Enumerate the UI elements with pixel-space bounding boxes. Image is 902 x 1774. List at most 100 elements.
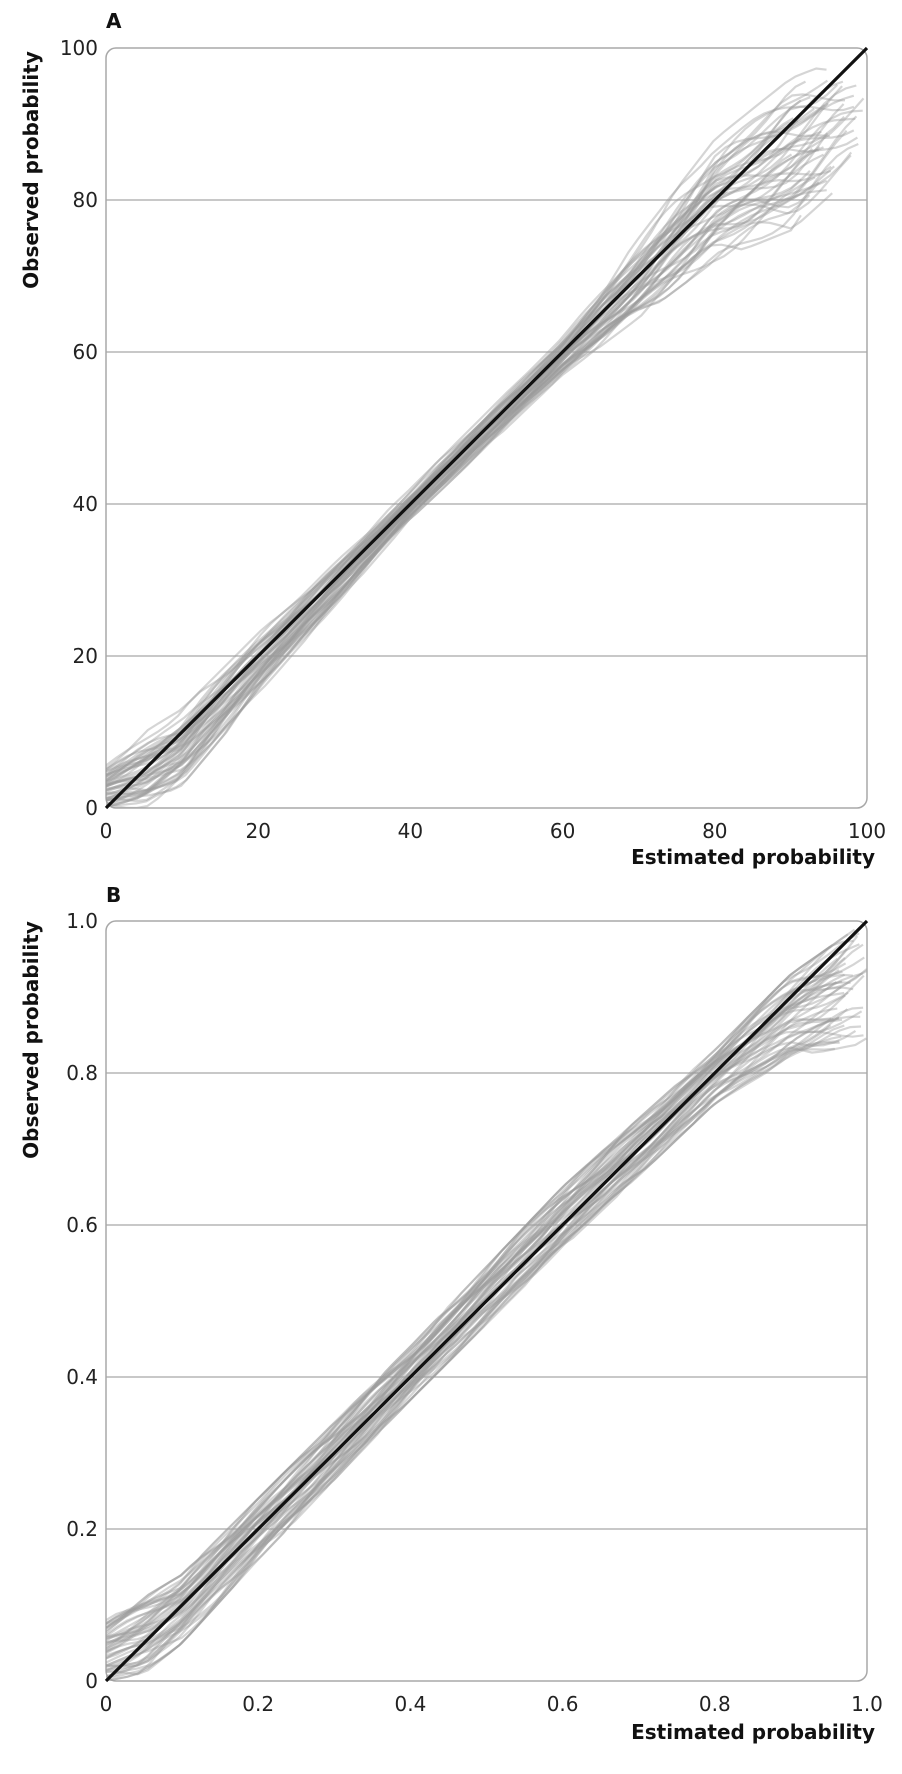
calibration-curve — [106, 962, 847, 1641]
y-tick-label: 0.8 — [66, 1061, 98, 1085]
calibration-curve — [106, 115, 858, 793]
calibration-curve — [106, 1017, 840, 1660]
calibration-curve — [106, 154, 852, 806]
x-tick-label: 20 — [245, 819, 270, 843]
calibration-curve — [106, 165, 835, 807]
calibration-curve — [106, 79, 829, 776]
x-tick-label: 0 — [100, 1692, 113, 1716]
panel-label: A — [106, 9, 122, 33]
calibration-curve — [106, 147, 819, 795]
y-axis-title: Observed probability — [19, 51, 43, 289]
calibration-curve — [106, 932, 860, 1632]
calibration-curve — [106, 957, 839, 1629]
calibration-curve — [106, 67, 827, 767]
calibration-curve — [106, 1024, 832, 1669]
y-tick-label: 0.6 — [66, 1213, 98, 1237]
calibration-curve — [106, 146, 821, 786]
x-tick-label: 0.2 — [242, 1692, 274, 1716]
reference-line — [104, 46, 869, 810]
calibration-curve — [106, 980, 838, 1648]
calibration-curve — [106, 99, 802, 778]
panel-label: B — [106, 883, 121, 907]
calibration-curve — [106, 1029, 857, 1679]
calibration-curve — [106, 970, 867, 1654]
x-tick-label: 0.8 — [699, 1692, 731, 1716]
calibration-curve — [106, 970, 843, 1639]
y-tick-label: 80 — [73, 188, 98, 212]
calibration-curve — [106, 944, 833, 1630]
calibration-curve — [106, 181, 820, 801]
calibration-curves — [106, 67, 865, 808]
calibration-curve — [106, 169, 832, 802]
y-tick-label: 0 — [85, 796, 98, 820]
calibration-curve — [106, 969, 840, 1636]
y-tick-label: 20 — [73, 644, 98, 668]
calibration-curve — [106, 170, 811, 802]
x-tick-label: 1.0 — [851, 1692, 883, 1716]
x-axis-title: Estimated probability — [631, 1720, 875, 1744]
calibration-curve — [106, 1024, 845, 1678]
calibration-curve — [106, 928, 856, 1626]
calibration-curve — [106, 148, 814, 792]
y-tick-label: 0.4 — [66, 1365, 98, 1389]
calibration-curve — [106, 132, 829, 786]
x-tick-label: 40 — [398, 819, 423, 843]
calibration-curve — [106, 1008, 849, 1667]
calibration-curve — [106, 142, 859, 802]
calibration-curve — [106, 107, 815, 783]
calibration-curve — [106, 119, 799, 785]
calibration-curve — [106, 117, 794, 771]
plot-frame — [105, 47, 868, 809]
x-axis-title: Estimated probability — [631, 845, 875, 869]
calibration-curve — [106, 179, 828, 799]
calibration-curve — [106, 93, 846, 777]
calibration-curve — [106, 933, 849, 1625]
calibration-curve — [106, 1047, 835, 1673]
calibration-curve — [106, 935, 859, 1629]
calibration-curve — [106, 956, 865, 1638]
calibration-curve — [106, 945, 831, 1622]
y-tick-label: 1.0 — [66, 909, 98, 933]
calibration-curve — [106, 1006, 864, 1667]
y-tick-label: 40 — [73, 492, 98, 516]
calibration-curve — [106, 102, 829, 784]
calibration-curve — [106, 96, 811, 773]
calibration-curve — [106, 109, 863, 788]
calibration-curve — [106, 956, 846, 1634]
calibration-curve — [106, 1037, 867, 1681]
x-tick-label: 0.6 — [547, 1692, 579, 1716]
calibration-curve — [106, 194, 811, 807]
calibration-curve — [106, 1025, 862, 1681]
calibration-curve — [106, 189, 827, 808]
calibration-curve — [106, 85, 843, 776]
calibration-curve — [106, 176, 816, 803]
reference-line — [104, 919, 869, 1683]
calibration-curve — [106, 991, 845, 1645]
calibration-curve — [106, 1041, 840, 1679]
calibration-curve — [106, 1035, 842, 1681]
calibration-curve — [106, 968, 867, 1644]
y-tick-label: 0.2 — [66, 1517, 98, 1541]
calibration-curve — [106, 994, 846, 1653]
y-axis-title: Observed probability — [19, 921, 43, 1159]
calibration-curve — [106, 94, 855, 782]
calibration-curve — [106, 178, 802, 802]
calibration-curve — [106, 84, 839, 770]
x-tick-label: 0.4 — [394, 1692, 426, 1716]
calibration-curve — [106, 1018, 834, 1667]
calibration-curve — [106, 192, 833, 808]
calibration-curve — [106, 97, 865, 783]
calibration-curve — [106, 948, 848, 1629]
calibration-curve — [106, 981, 851, 1650]
plot-frame — [105, 920, 868, 1682]
calibration-curve — [106, 1018, 843, 1668]
x-tick-label: 80 — [702, 819, 727, 843]
calibration-curve — [106, 153, 793, 796]
x-tick-label: 0 — [100, 819, 113, 843]
panel-b: B 0 0.2 0.4 0.6 0.8 1.0 0 0.2 0.4 0.6 0.8 1.0 Estimat… — [19, 883, 883, 1744]
calibration-curve — [106, 129, 848, 796]
calibration-curve — [106, 986, 854, 1652]
calibration-curve — [106, 939, 854, 1625]
calibration-curve — [106, 105, 855, 780]
